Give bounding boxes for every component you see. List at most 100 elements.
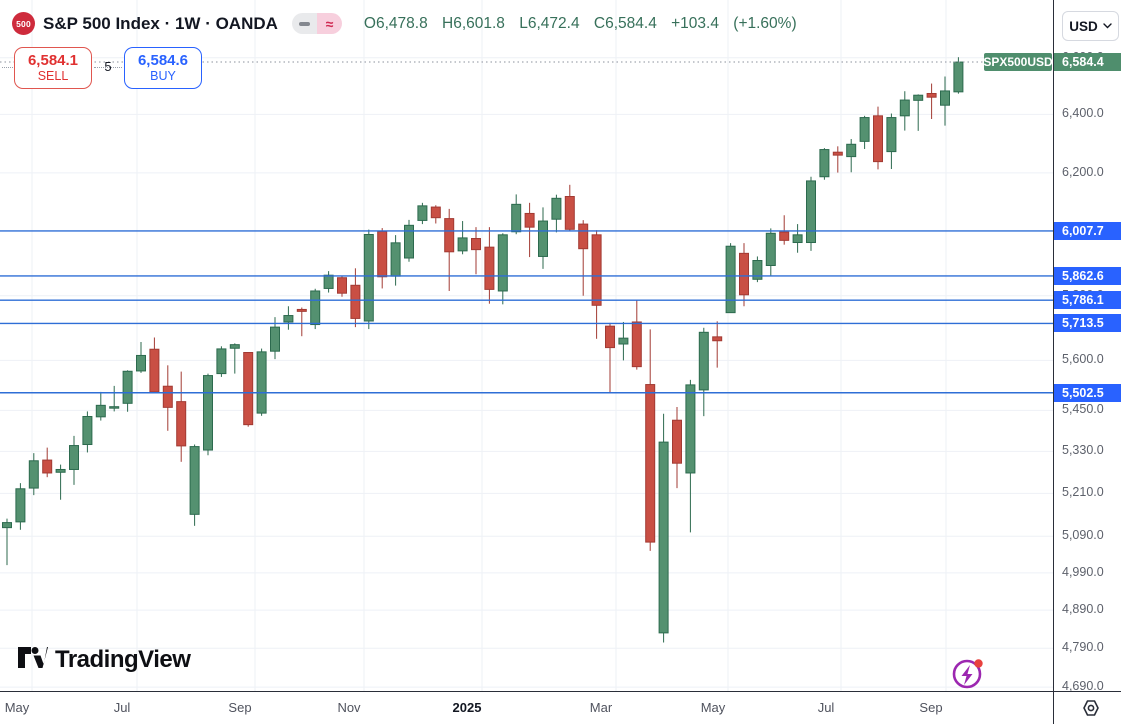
candle-body bbox=[203, 375, 213, 451]
candle-body bbox=[953, 61, 964, 93]
candle-body bbox=[926, 92, 937, 98]
candle-body bbox=[457, 237, 468, 252]
buy-button[interactable]: 6,584.6 BUY bbox=[124, 47, 202, 89]
candle-body bbox=[55, 468, 66, 473]
candle-body bbox=[2, 522, 12, 529]
candle-body bbox=[189, 446, 200, 515]
candle-body bbox=[712, 336, 723, 342]
candle-body bbox=[645, 384, 656, 543]
candle-body bbox=[672, 419, 682, 464]
price-tick-label: 4,790.0 bbox=[1062, 640, 1104, 655]
candle-body bbox=[658, 441, 669, 634]
price-tick-label: 5,210.0 bbox=[1062, 485, 1104, 500]
candle-body bbox=[28, 460, 39, 489]
time-tick-label: Sep bbox=[228, 700, 252, 715]
candle-body bbox=[149, 348, 160, 393]
buy-price: 6,584.6 bbox=[137, 52, 189, 69]
candle-body bbox=[417, 205, 428, 221]
price-tick-label: 5,450.0 bbox=[1062, 402, 1104, 417]
price-level-tag: 5,713.5 bbox=[1054, 314, 1121, 333]
spread-value: 5 bbox=[104, 59, 112, 74]
candle-body bbox=[913, 94, 924, 101]
sell-price-dotted-line bbox=[2, 67, 13, 68]
symbol-legend: 500 S&P 500 Index · 1W · OANDA ≈ O6,478.… bbox=[12, 12, 797, 35]
candle-body bbox=[832, 151, 843, 156]
time-axis[interactable]: May Jul Sep Nov 2025 Mar May Jul Sep bbox=[0, 692, 1121, 724]
approx-icon: ≈ bbox=[325, 15, 334, 32]
candlestick-chart[interactable] bbox=[0, 0, 1053, 691]
symbol-title[interactable]: S&P 500 Index · 1W · OANDA bbox=[43, 13, 278, 33]
candle-body bbox=[524, 212, 535, 228]
candle-body bbox=[270, 326, 280, 352]
candle-body bbox=[323, 274, 334, 289]
price-level-tag: 5,862.6 bbox=[1054, 266, 1121, 285]
candle-body bbox=[243, 352, 254, 426]
candle-body bbox=[538, 220, 548, 257]
candle-body bbox=[899, 99, 910, 117]
axis-settings-icon[interactable] bbox=[1080, 697, 1102, 719]
price-tick-label: 4,990.0 bbox=[1062, 564, 1104, 579]
wave-style-button[interactable]: ≈ bbox=[316, 13, 342, 34]
candle-body bbox=[216, 348, 227, 375]
candle-body bbox=[806, 180, 816, 244]
candle-body bbox=[95, 404, 106, 418]
candle-body bbox=[551, 197, 562, 220]
candle-body bbox=[444, 218, 455, 253]
candle-body bbox=[176, 401, 187, 447]
price-tick-label: 4,890.0 bbox=[1062, 602, 1104, 617]
candle-body bbox=[779, 231, 790, 241]
candle-body bbox=[698, 331, 709, 391]
candle-body bbox=[685, 384, 696, 474]
price-tick-label: 4,690.0 bbox=[1062, 679, 1104, 694]
candle-body bbox=[109, 406, 120, 409]
chart-style-toggle: ≈ bbox=[291, 13, 342, 34]
candle-body bbox=[229, 344, 240, 349]
candle-body bbox=[591, 234, 602, 306]
candle-body bbox=[42, 459, 53, 474]
spread-dotted-line bbox=[94, 67, 122, 68]
candle-body bbox=[337, 277, 347, 294]
candle-body bbox=[122, 370, 133, 404]
price-tick-label: 6,200.0 bbox=[1062, 164, 1104, 179]
candle-body bbox=[846, 143, 857, 158]
candle-body bbox=[618, 337, 629, 345]
time-axis-separator bbox=[0, 691, 1121, 692]
candle-body bbox=[497, 234, 508, 292]
candle-body bbox=[940, 90, 950, 106]
time-tick-label: Nov bbox=[337, 700, 361, 715]
ohlc-readout: O6,478.8 H6,601.8 L6,472.4 C6,584.4 +103… bbox=[363, 14, 797, 32]
candle-body bbox=[739, 252, 749, 296]
candle-body bbox=[256, 351, 267, 414]
candle-body bbox=[390, 242, 401, 277]
sell-price: 6,584.1 bbox=[27, 52, 79, 69]
sell-button[interactable]: 6,584.1 SELL bbox=[14, 47, 92, 89]
time-tick-label: Sep bbox=[919, 700, 943, 715]
time-tick-label: Mar bbox=[589, 700, 613, 715]
candle-body bbox=[819, 149, 830, 178]
candle-body bbox=[725, 245, 736, 314]
sp500-logo-badge: 500 bbox=[12, 12, 35, 35]
candle-body bbox=[886, 117, 897, 153]
time-tick-label: Jul bbox=[817, 700, 835, 715]
boost-icon[interactable] bbox=[949, 654, 987, 692]
tradingview-logo[interactable]: TradingView bbox=[18, 646, 191, 674]
price-tick-label: 5,090.0 bbox=[1062, 528, 1104, 543]
time-tick-label: May bbox=[4, 700, 30, 715]
candle-body bbox=[578, 223, 589, 250]
bars-style-button[interactable] bbox=[291, 13, 317, 34]
candle-body bbox=[69, 445, 79, 470]
time-tick-label: 2025 bbox=[452, 700, 482, 715]
candle-body bbox=[792, 234, 803, 244]
candle-body bbox=[404, 224, 414, 259]
candle-body bbox=[363, 234, 374, 322]
candle-body bbox=[564, 196, 575, 230]
currency-dropdown[interactable]: USD bbox=[1062, 11, 1119, 41]
time-tick-label: Jul bbox=[113, 700, 131, 715]
price-axis[interactable]: 6,600.06,400.06,200.05,800.05,600.05,450… bbox=[1054, 0, 1121, 694]
price-axis-separator bbox=[1053, 0, 1054, 724]
price-level-tag: 5,786.1 bbox=[1054, 291, 1121, 310]
price-tick-label: 5,330.0 bbox=[1062, 443, 1104, 458]
time-tick-label: May bbox=[700, 700, 726, 715]
dash-icon bbox=[298, 21, 310, 26]
